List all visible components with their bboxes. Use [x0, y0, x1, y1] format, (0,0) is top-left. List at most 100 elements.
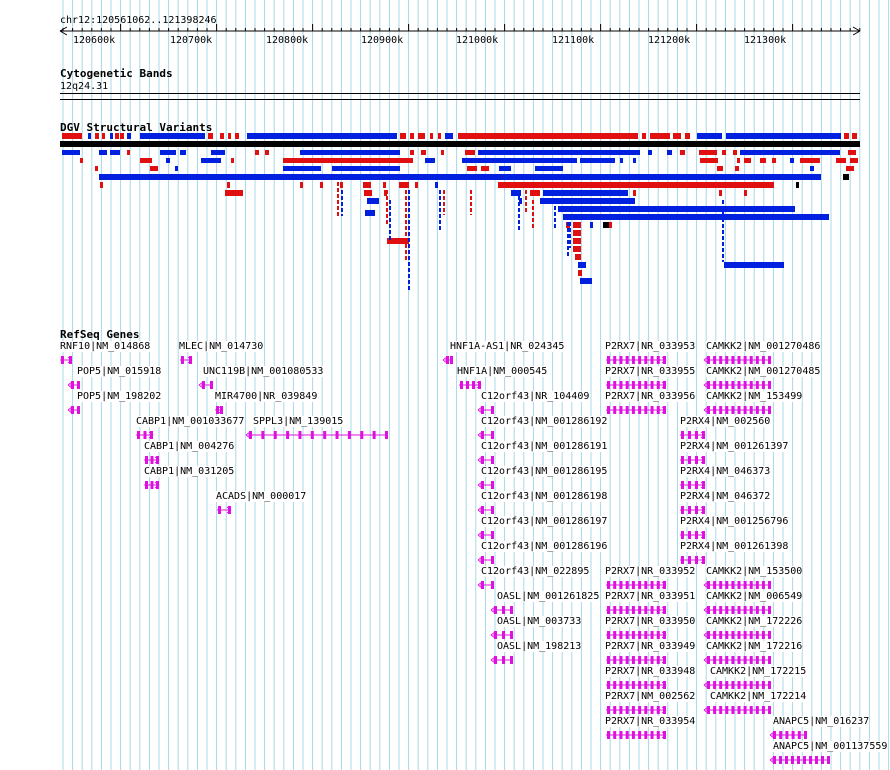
- gene-label[interactable]: CAMKK2|NM_172216: [706, 641, 803, 652]
- gene-glyph[interactable]: [217, 506, 232, 514]
- gene-label[interactable]: HNF1A-AS1|NR_024345: [450, 341, 565, 352]
- gene-glyph[interactable]: [703, 581, 771, 589]
- gene-label[interactable]: CABP1|NM_031205: [144, 466, 235, 477]
- gene-label[interactable]: CABP1|NM_004276: [144, 441, 235, 452]
- gene-glyph[interactable]: [477, 406, 494, 414]
- gene-label[interactable]: CAMKK2|NM_153499: [706, 391, 803, 402]
- gene-glyph[interactable]: [703, 656, 771, 664]
- dgv-track-title[interactable]: DGV Structural Variants: [60, 121, 213, 134]
- gene-label[interactable]: P2RX7|NR_033951: [605, 591, 696, 602]
- gene-glyph[interactable]: [606, 406, 667, 414]
- gene-glyph[interactable]: [180, 356, 193, 364]
- gene-label[interactable]: P2RX4|NM_046373: [680, 466, 771, 477]
- gene-glyph[interactable]: [60, 356, 73, 364]
- gene-label[interactable]: ANAPC5|NM_001137559: [773, 741, 888, 752]
- gene-glyph[interactable]: [136, 431, 154, 439]
- gene-glyph[interactable]: [144, 456, 160, 464]
- gene-label[interactable]: SPPL3|NM_139015: [253, 416, 344, 427]
- gene-glyph[interactable]: [703, 681, 771, 689]
- gene-glyph[interactable]: [490, 606, 513, 614]
- gene-label[interactable]: P2RX4|NM_002560: [680, 416, 771, 427]
- gene-label[interactable]: HNF1A|NM_000545: [457, 366, 548, 377]
- gene-label[interactable]: ACADS|NM_000017: [216, 491, 307, 502]
- gene-glyph[interactable]: [459, 381, 482, 389]
- gene-glyph[interactable]: [144, 481, 160, 489]
- refseq-track-title[interactable]: RefSeq Genes: [60, 328, 140, 341]
- gene-glyph[interactable]: [680, 556, 706, 564]
- gene-glyph[interactable]: [477, 481, 494, 489]
- gene-glyph[interactable]: [477, 431, 494, 439]
- gene-label[interactable]: C12orf43|NM_001286192: [481, 416, 608, 427]
- gene-glyph[interactable]: [703, 706, 771, 714]
- gene-glyph[interactable]: [477, 531, 494, 539]
- gene-glyph[interactable]: [245, 431, 388, 439]
- gene-glyph[interactable]: [477, 506, 494, 514]
- gene-label[interactable]: P2RX7|NR_033952: [605, 566, 696, 577]
- gene-glyph[interactable]: [477, 581, 494, 589]
- gene-label[interactable]: C12orf43|NM_001286196: [481, 541, 608, 552]
- gene-glyph[interactable]: [703, 606, 771, 614]
- gene-glyph[interactable]: [198, 381, 213, 389]
- gene-glyph[interactable]: [703, 356, 771, 364]
- gene-label[interactable]: C12orf43|NM_022895: [481, 566, 590, 577]
- gene-glyph[interactable]: [680, 431, 706, 439]
- gene-glyph[interactable]: [703, 631, 771, 639]
- gene-label[interactable]: CAMKK2|NM_172214: [710, 691, 807, 702]
- gene-label[interactable]: P2RX7|NR_033953: [605, 341, 696, 352]
- gene-glyph[interactable]: [680, 481, 706, 489]
- gene-label[interactable]: C12orf43|NM_001286198: [481, 491, 608, 502]
- gene-label[interactable]: RNF10|NM_014868: [60, 341, 151, 352]
- gene-label[interactable]: CABP1|NM_001033677: [136, 416, 245, 427]
- gene-label[interactable]: P2RX7|NM_002562: [605, 691, 696, 702]
- gene-label[interactable]: CAMKK2|NM_001270485: [706, 366, 821, 377]
- gene-label[interactable]: CAMKK2|NM_172226: [706, 616, 803, 627]
- gene-glyph[interactable]: [703, 381, 771, 389]
- gene-label[interactable]: P2RX7|NR_033955: [605, 366, 696, 377]
- gene-label[interactable]: C12orf43|NM_001286197: [481, 516, 608, 527]
- gene-label[interactable]: P2RX7|NR_033950: [605, 616, 696, 627]
- gene-label[interactable]: P2RX4|NM_046372: [680, 491, 771, 502]
- gene-label[interactable]: P2RX7|NR_033954: [605, 716, 696, 727]
- gene-glyph[interactable]: [215, 406, 224, 414]
- gene-glyph[interactable]: [477, 456, 494, 464]
- gene-label[interactable]: CAMKK2|NM_172215: [710, 666, 807, 677]
- gene-glyph[interactable]: [606, 681, 667, 689]
- gene-label[interactable]: OASL|NM_198213: [497, 641, 582, 652]
- gene-label[interactable]: C12orf43|NR_104409: [481, 391, 590, 402]
- gene-glyph[interactable]: [606, 381, 667, 389]
- gene-glyph[interactable]: [606, 706, 667, 714]
- gene-label[interactable]: CAMKK2|NM_006549: [706, 591, 803, 602]
- gene-label[interactable]: POP5|NM_198202: [77, 391, 162, 402]
- gene-glyph[interactable]: [490, 631, 513, 639]
- gene-glyph[interactable]: [769, 756, 830, 764]
- gene-glyph[interactable]: [769, 731, 807, 739]
- gene-glyph[interactable]: [680, 506, 706, 514]
- gene-label[interactable]: P2RX7|NR_033956: [605, 391, 696, 402]
- gene-label[interactable]: CAMKK2|NM_001270486: [706, 341, 821, 352]
- gene-glyph[interactable]: [606, 606, 667, 614]
- gene-label[interactable]: MLEC|NM_014730: [179, 341, 264, 352]
- gene-label[interactable]: P2RX7|NR_033948: [605, 666, 696, 677]
- gene-label[interactable]: P2RX4|NM_001261398: [680, 541, 789, 552]
- gene-glyph[interactable]: [606, 656, 667, 664]
- gene-label[interactable]: P2RX7|NR_033949: [605, 641, 696, 652]
- gene-glyph[interactable]: [490, 656, 513, 664]
- gene-label[interactable]: C12orf43|NM_001286195: [481, 466, 608, 477]
- gene-glyph[interactable]: [67, 381, 80, 389]
- gene-glyph[interactable]: [606, 581, 667, 589]
- gene-glyph[interactable]: [442, 356, 453, 364]
- gene-label[interactable]: P2RX4|NM_001261397: [680, 441, 789, 452]
- cytoband-track-title[interactable]: Cytogenetic Bands: [60, 67, 173, 80]
- gene-glyph[interactable]: [703, 406, 771, 414]
- gene-label[interactable]: POP5|NM_015918: [77, 366, 162, 377]
- gene-label[interactable]: P2RX4|NM_001256796: [680, 516, 789, 527]
- gene-glyph[interactable]: [606, 631, 667, 639]
- gene-label[interactable]: OASL|NM_003733: [497, 616, 582, 627]
- gene-label[interactable]: CAMKK2|NM_153500: [706, 566, 803, 577]
- gene-label[interactable]: OASL|NM_001261825: [497, 591, 600, 602]
- gene-label[interactable]: UNC119B|NM_001080533: [203, 366, 324, 377]
- gene-label[interactable]: ANAPC5|NM_016237: [773, 716, 870, 727]
- gene-glyph[interactable]: [680, 531, 706, 539]
- gene-glyph[interactable]: [606, 731, 667, 739]
